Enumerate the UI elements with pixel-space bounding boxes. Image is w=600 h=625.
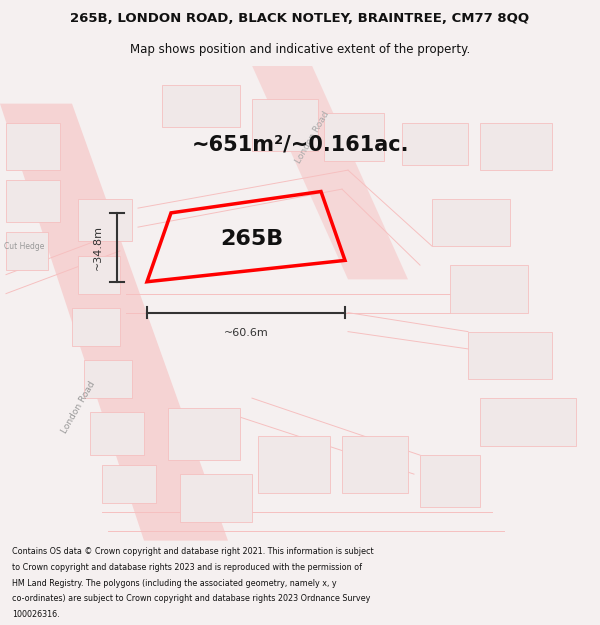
Polygon shape (90, 412, 144, 455)
Polygon shape (432, 199, 510, 246)
Polygon shape (450, 265, 528, 312)
Polygon shape (6, 122, 60, 170)
Text: ~34.8m: ~34.8m (93, 225, 103, 270)
Text: Map shows position and indicative extent of the property.: Map shows position and indicative extent… (130, 42, 470, 56)
Polygon shape (6, 232, 48, 270)
Polygon shape (72, 308, 120, 346)
Polygon shape (84, 360, 132, 398)
Text: ~60.6m: ~60.6m (224, 328, 268, 338)
Polygon shape (420, 455, 480, 508)
Text: London Road: London Road (59, 380, 97, 435)
Polygon shape (402, 122, 468, 166)
Polygon shape (102, 464, 156, 503)
Text: to Crown copyright and database rights 2023 and is reproduced with the permissio: to Crown copyright and database rights 2… (12, 563, 362, 572)
Polygon shape (78, 199, 132, 241)
Text: Cut Hedge: Cut Hedge (4, 242, 44, 251)
Polygon shape (324, 113, 384, 161)
Polygon shape (252, 66, 408, 279)
Polygon shape (0, 104, 228, 541)
Text: Contains OS data © Crown copyright and database right 2021. This information is : Contains OS data © Crown copyright and d… (12, 548, 374, 556)
Polygon shape (480, 122, 552, 170)
Text: ~651m²/~0.161ac.: ~651m²/~0.161ac. (191, 134, 409, 154)
Polygon shape (468, 332, 552, 379)
Polygon shape (168, 408, 240, 460)
Text: London Road: London Road (293, 109, 331, 164)
Polygon shape (258, 436, 330, 493)
Polygon shape (180, 474, 252, 522)
Polygon shape (162, 84, 240, 127)
Text: HM Land Registry. The polygons (including the associated geometry, namely x, y: HM Land Registry. The polygons (includin… (12, 579, 337, 587)
Polygon shape (342, 436, 408, 493)
Text: co-ordinates) are subject to Crown copyright and database rights 2023 Ordnance S: co-ordinates) are subject to Crown copyr… (12, 594, 370, 603)
Text: 265B: 265B (220, 229, 284, 249)
Text: 100026316.: 100026316. (12, 610, 59, 619)
Polygon shape (252, 99, 318, 151)
Polygon shape (78, 256, 120, 294)
Text: 265B, LONDON ROAD, BLACK NOTLEY, BRAINTREE, CM77 8QQ: 265B, LONDON ROAD, BLACK NOTLEY, BRAINTR… (70, 12, 530, 25)
Polygon shape (480, 398, 576, 446)
Polygon shape (6, 179, 60, 222)
